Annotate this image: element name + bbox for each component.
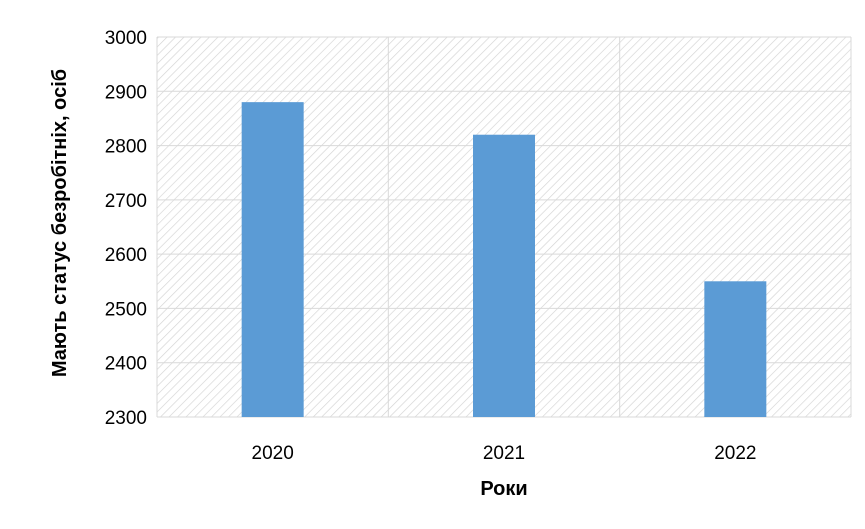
y-axis-title: Мають статус безробітніх, осіб: [49, 69, 71, 377]
y-tick-label: 2600: [105, 245, 147, 266]
x-tick-label: 2022: [714, 443, 756, 464]
y-tick-label: 2500: [105, 299, 147, 320]
y-tick-label: 3000: [105, 28, 147, 49]
y-tick-label: 2800: [105, 137, 147, 158]
x-tick-label: 2021: [483, 443, 525, 464]
y-axis-ticks: 2300 2400 2500 2600 2700 2800 2900 3000: [105, 28, 147, 429]
x-axis-ticks: 2020 2021 2022: [252, 443, 757, 464]
y-tick-label: 2900: [105, 82, 147, 103]
y-tick-label: 2400: [105, 354, 147, 375]
bar-2022: [704, 281, 767, 417]
x-tick-label: 2020: [252, 443, 294, 464]
x-axis-title: Роки: [480, 478, 527, 500]
bars: [241, 102, 767, 418]
y-tick-label: 2700: [105, 191, 147, 212]
bar-2020: [241, 102, 304, 418]
bar-2021: [473, 134, 535, 417]
y-tick-label: 2300: [105, 408, 147, 429]
